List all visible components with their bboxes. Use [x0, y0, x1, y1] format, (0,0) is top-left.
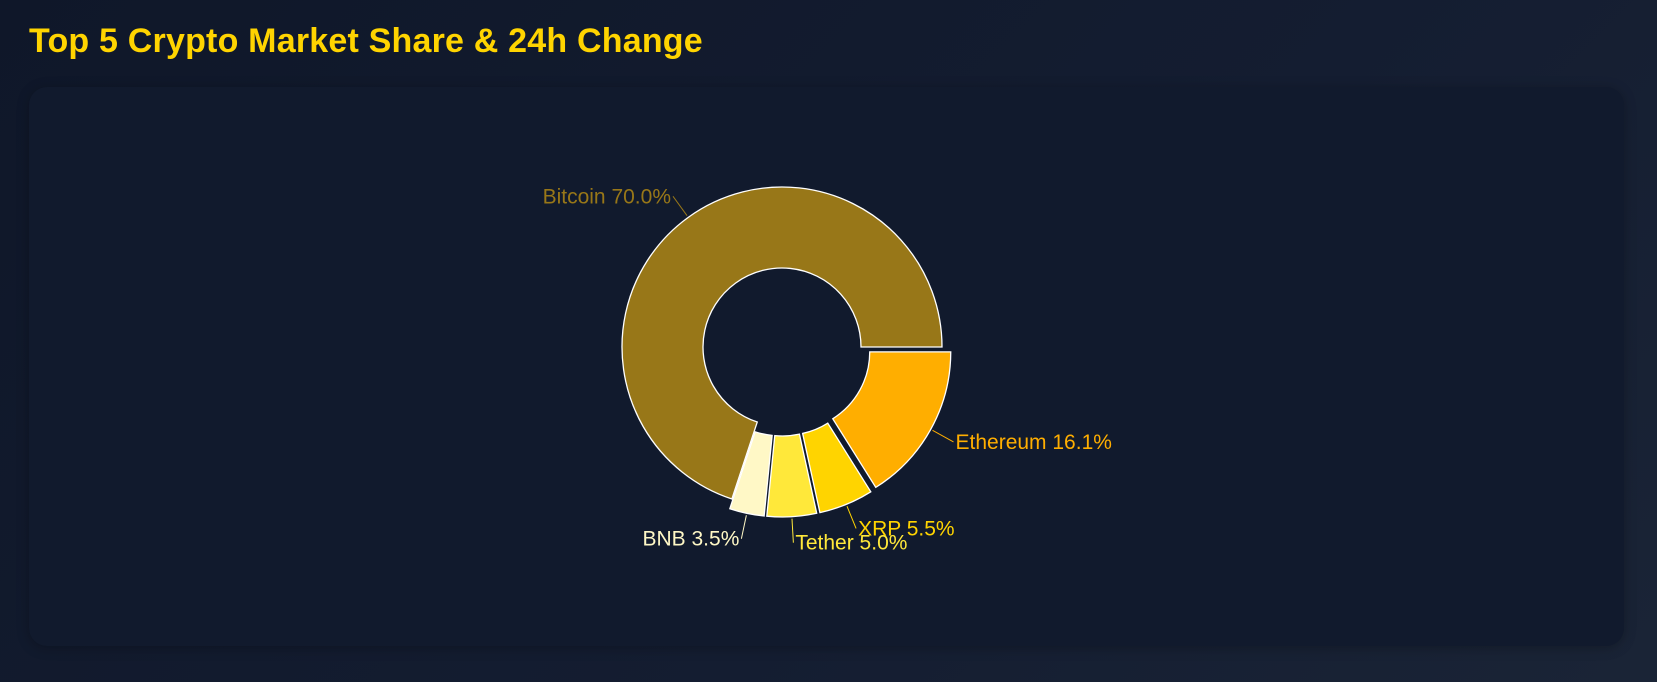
slice-label-bnb: BNB 3.5% [642, 528, 739, 551]
slice-label-bitcoin: Bitcoin 70.0% [543, 185, 671, 208]
slice-ethereum[interactable] [831, 351, 952, 489]
leader-line-tether [791, 518, 794, 543]
slice-bitcoin[interactable] [621, 186, 943, 500]
donut-chart: Bitcoin 70.0% BNB 3.5% Tether 5.0%XRP 5.5%… [543, 185, 1112, 555]
leader-line-bnb [740, 515, 747, 539]
leader-line-xrp [846, 506, 857, 529]
slice-label-ethereum: Ethereum 16.1% [956, 431, 1112, 454]
chart-card: Bitcoin 70.0% BNB 3.5% Tether 5.0% XRP 5.5%… [29, 87, 1624, 646]
slice-bnb[interactable] [728, 430, 773, 517]
leader-line-bitcoin [672, 195, 688, 217]
leader-line-ethereum [932, 429, 954, 443]
slice-label-tether: Tether 5.0% [795, 532, 907, 555]
slice-label-xrp: XRP 5.5% [858, 517, 955, 540]
slice-xrp[interactable] [801, 422, 872, 514]
page-title: Top 5 Crypto Market Share & 24h Change [29, 22, 703, 60]
slice-tether[interactable] [766, 433, 818, 518]
